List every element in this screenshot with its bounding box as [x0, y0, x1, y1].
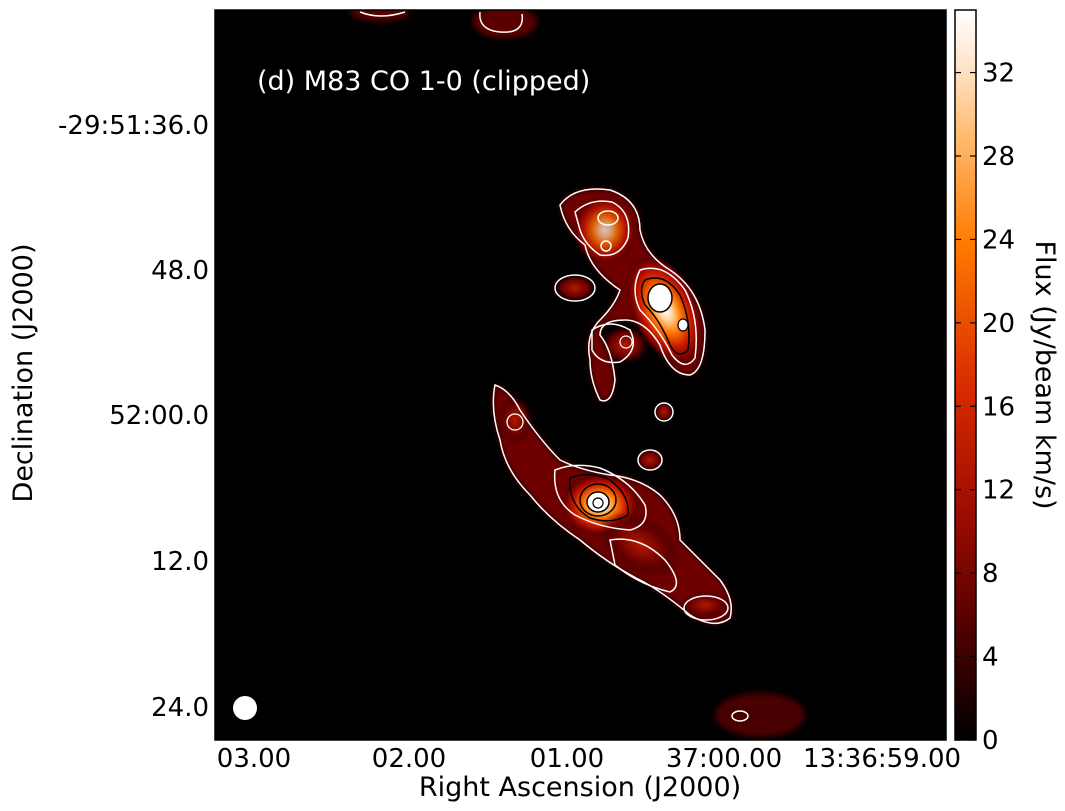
x-tick-label: 13:36:59.00: [803, 744, 961, 774]
colorbar-tick-label: 12: [982, 476, 1015, 506]
colorbar-tick-label: 0: [982, 726, 999, 756]
bottom-right-emission: [715, 693, 805, 737]
top-edge-emission: [350, 10, 537, 38]
x-axis-ticks: 03.00 02.00 01.00 37:00.00 13:36:59.00: [217, 10, 961, 774]
y-tick-label: -29:51:36.0: [58, 111, 209, 141]
x-axis-title: Right Ascension (J2000): [419, 772, 741, 803]
colorbar-title: Flux (Jy/beam km/s): [1029, 240, 1060, 509]
colorbar-tick-label: 28: [982, 142, 1015, 172]
colorbar-tick-label: 32: [982, 59, 1015, 89]
colorbar: [954, 9, 977, 741]
plot-frame: [214, 9, 947, 741]
x-tick-label: 37:00.00: [666, 744, 782, 774]
colorbar-tick-label: 8: [982, 559, 999, 589]
x-tick-label: 02.00: [372, 744, 446, 774]
southern-arm: [492, 384, 732, 624]
colorbar-tick-label: 16: [982, 392, 1015, 422]
northern-arm: [553, 188, 706, 422]
beam-marker: [233, 696, 257, 720]
colorbar-tick-label: 24: [982, 225, 1015, 255]
colorbar-tick-label: 4: [982, 643, 999, 673]
y-axis-title: Declination (J2000): [8, 244, 39, 503]
x-tick-label: 01.00: [530, 744, 604, 774]
y-tick-label: 24.0: [151, 693, 209, 723]
x-tick-label: 03.00: [217, 744, 291, 774]
colorbar-tick-label: 20: [982, 309, 1015, 339]
colorbar-ticks: 0 4 8 12 16 20 24 28 32: [955, 59, 1015, 756]
panel-title: (d) M83 CO 1-0 (clipped): [257, 66, 590, 97]
y-axis-ticks: -29:51:36.0 48.0 52:00.0 12.0 24.0: [58, 111, 946, 723]
emission-map: [233, 10, 805, 737]
y-tick-label: 12.0: [151, 547, 209, 577]
plot-background: [215, 10, 946, 740]
y-tick-label: 52:00.0: [109, 401, 209, 431]
y-tick-label: 48.0: [151, 256, 209, 286]
